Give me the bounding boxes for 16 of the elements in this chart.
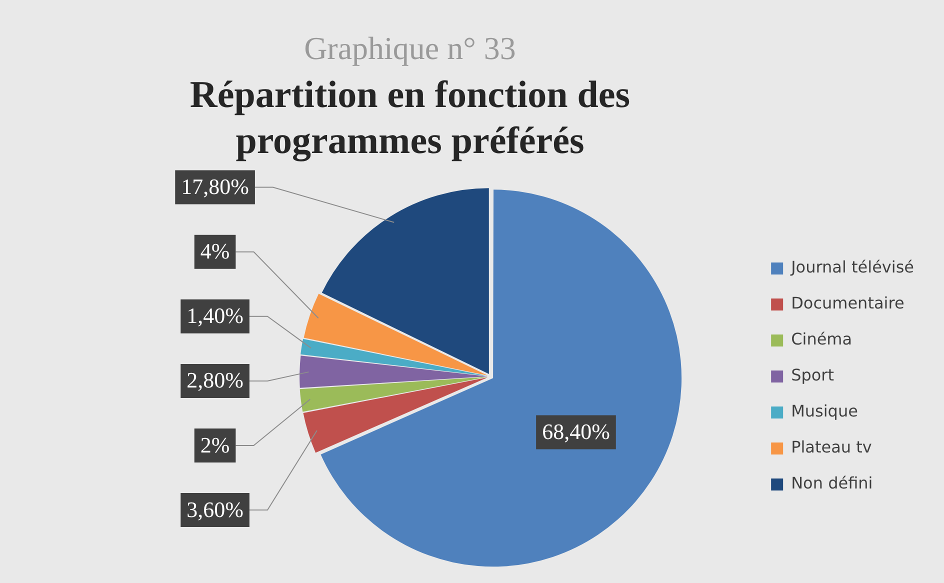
- chart-subtitle: Graphique n° 33: [303, 30, 517, 67]
- data-label: 4%: [200, 238, 230, 264]
- data-label: 17,80%: [181, 174, 249, 200]
- data-label: 3,60%: [186, 496, 244, 522]
- legend-label: Musique: [791, 402, 858, 421]
- data-label: 2%: [200, 432, 230, 458]
- legend-label: Cinéma: [791, 330, 852, 349]
- data-label: 2,80%: [186, 368, 244, 393]
- chart-title: Répartition en fonction des programmes préférés: [188, 73, 632, 164]
- data-label: 68,40%: [542, 419, 610, 444]
- legend-label: Sport: [791, 366, 834, 385]
- data-label: 1,40%: [186, 303, 244, 328]
- legend-label: Documentaire: [791, 294, 904, 313]
- legend-label: Non défini: [791, 474, 873, 493]
- legend-label: Journal télévisé: [790, 258, 914, 277]
- legend-label: Plateau tv: [791, 438, 872, 457]
